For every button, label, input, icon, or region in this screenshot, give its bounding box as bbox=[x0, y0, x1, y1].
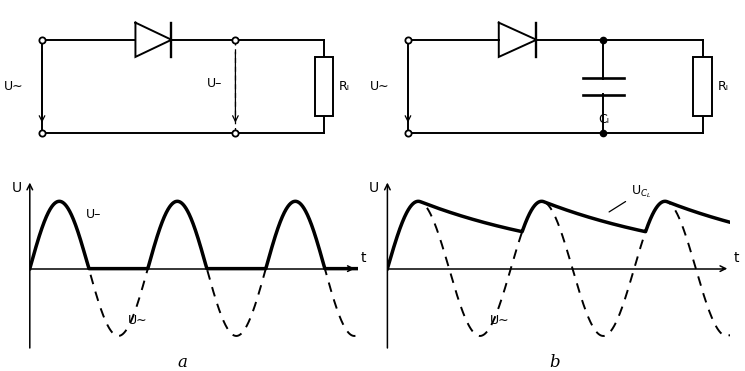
Text: Rₗ: Rₗ bbox=[339, 80, 349, 93]
Text: U∼: U∼ bbox=[128, 314, 148, 327]
Text: U–: U– bbox=[86, 208, 101, 221]
Text: U∼: U∼ bbox=[4, 80, 24, 93]
Text: U∼: U∼ bbox=[490, 314, 510, 327]
Text: U: U bbox=[12, 181, 22, 195]
Text: Rₗ: Rₗ bbox=[718, 80, 729, 93]
Bar bbox=[694, 57, 712, 116]
Text: Cₗ: Cₗ bbox=[598, 113, 609, 126]
Bar bbox=[315, 57, 333, 116]
Text: U: U bbox=[369, 181, 379, 195]
Text: U∼: U∼ bbox=[370, 80, 389, 93]
Text: U–: U– bbox=[207, 77, 222, 90]
Text: t: t bbox=[361, 250, 367, 265]
Text: t: t bbox=[734, 250, 739, 265]
Text: U$_{C_L}$: U$_{C_L}$ bbox=[609, 184, 651, 212]
Text: b: b bbox=[550, 354, 560, 371]
Text: a: a bbox=[177, 354, 188, 371]
